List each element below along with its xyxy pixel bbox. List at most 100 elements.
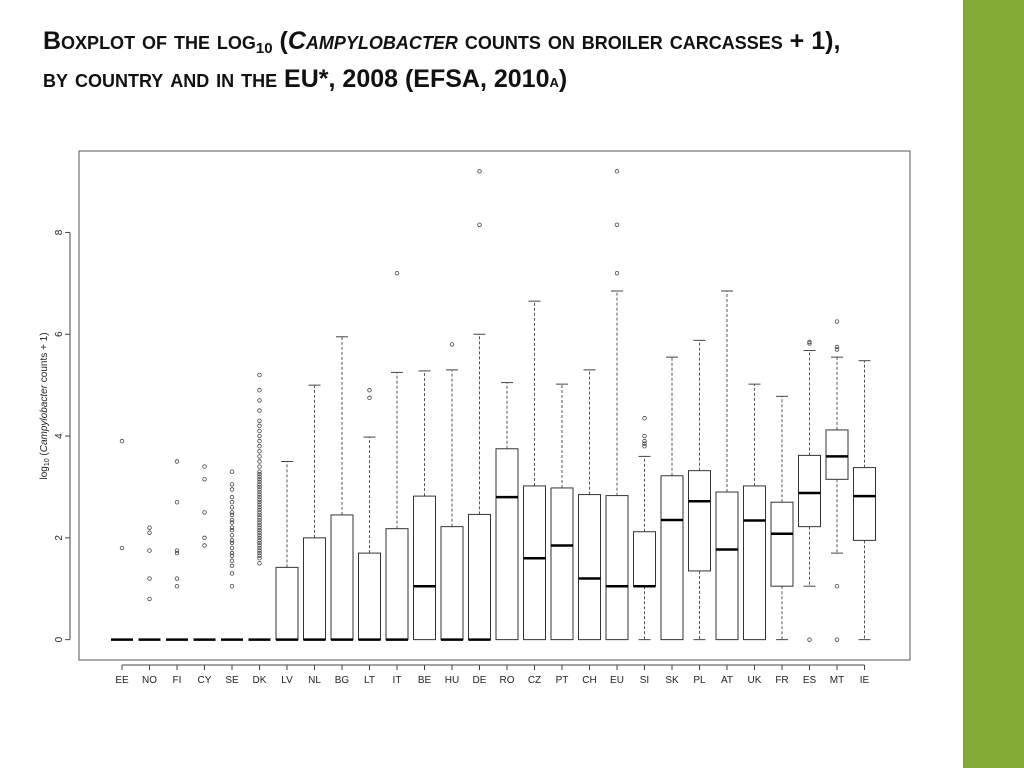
outlier-point <box>807 341 812 346</box>
outlier-point <box>202 477 207 482</box>
x-tick-label: AT <box>721 675 733 686</box>
outlier-point <box>257 408 262 413</box>
outlier-point <box>229 469 235 474</box>
outlier-point <box>229 583 235 589</box>
title-italic-species: Campylobacter <box>287 27 458 55</box>
outlier-point <box>257 433 262 439</box>
outlier-point <box>257 372 262 378</box>
outlier-point <box>449 342 455 347</box>
outlier-point <box>257 517 262 523</box>
outlier-point <box>257 520 262 525</box>
y-axis-label: log10 (Campylobacter counts + 1) <box>39 332 51 479</box>
outlier-point <box>257 538 262 543</box>
x-tick-label: IT <box>393 675 402 686</box>
box-de <box>468 169 491 641</box>
outlier-point <box>642 433 647 439</box>
outlier-point <box>202 535 207 541</box>
outlier-point <box>257 492 262 497</box>
outlier-point <box>807 339 812 345</box>
outlier-point <box>229 528 235 533</box>
box-iqr <box>578 494 601 641</box>
outlier-point <box>229 538 235 543</box>
plot-frame <box>78 150 911 661</box>
title-text-2: ( <box>272 27 288 55</box>
outlier-point <box>257 550 262 556</box>
outlier-point <box>257 556 262 561</box>
outlier-point <box>257 472 262 477</box>
outlier-point <box>229 540 235 546</box>
outlier-point <box>257 484 262 490</box>
x-tick-label: CZ <box>528 675 541 686</box>
outlier-point <box>257 428 262 434</box>
outlier-point <box>257 449 262 454</box>
outlier-point <box>229 487 235 492</box>
box-cz <box>523 300 546 641</box>
outlier-point <box>834 583 840 589</box>
outlier-point <box>257 515 262 520</box>
outlier-point <box>257 528 262 533</box>
x-tick-label: SK <box>665 675 679 686</box>
y-tick-label: 4 <box>54 433 65 439</box>
outlier-point <box>229 500 235 505</box>
box-iqr <box>715 491 739 641</box>
outlier-point <box>257 459 262 464</box>
x-tick-label: SE <box>225 675 239 686</box>
outlier-point <box>229 553 235 558</box>
y-tick-label: 2 <box>54 535 65 541</box>
box-iqr <box>358 552 381 641</box>
outlier-point <box>229 525 235 530</box>
outlier-point <box>229 571 235 576</box>
box-iqr <box>385 528 409 641</box>
outlier-point <box>257 548 262 553</box>
outlier-point <box>257 522 262 528</box>
box-iqr <box>770 501 794 587</box>
outlier-point <box>614 169 620 174</box>
box-lv <box>275 460 299 641</box>
x-tick-label: RO <box>500 675 515 686</box>
outlier-point <box>257 553 262 558</box>
box-iqr <box>413 495 436 641</box>
box-nl <box>303 384 326 641</box>
box-iqr <box>440 526 464 641</box>
outlier-point <box>257 505 262 510</box>
outlier-point <box>257 533 262 538</box>
outlier-point <box>257 512 262 518</box>
accent-sidebar <box>963 0 1024 768</box>
outlier-point <box>229 533 235 538</box>
box-iqr <box>853 467 876 541</box>
x-tick-label: DE <box>473 675 487 686</box>
outlier-point <box>257 510 262 515</box>
outlier-point <box>257 497 262 502</box>
outlier-point <box>257 388 262 393</box>
title-subscript: 10 <box>255 40 273 57</box>
outlier-point <box>229 494 235 500</box>
outlier-point <box>257 545 262 551</box>
x-tick-label: CY <box>198 675 212 686</box>
outlier-point <box>257 469 262 474</box>
box-fi <box>166 459 188 641</box>
outlier-point <box>257 543 262 548</box>
y-tick-label: 0 <box>54 636 65 642</box>
outlier-point <box>147 530 152 535</box>
outlier-point <box>257 398 262 403</box>
outlier-point <box>642 444 647 449</box>
outlier-point <box>229 558 235 563</box>
box-iqr <box>825 429 849 480</box>
outlier-point <box>147 548 152 553</box>
outlier-point <box>119 545 125 551</box>
outlier-point <box>367 388 372 393</box>
y-tick-label: 8 <box>54 229 65 235</box>
box-ro <box>495 382 519 641</box>
outlier-point <box>257 535 262 541</box>
box-cy <box>193 464 216 641</box>
box-es <box>798 339 821 642</box>
x-tick-label: EU <box>610 675 624 686</box>
outlier-point <box>257 500 262 505</box>
outlier-point <box>257 438 262 444</box>
outlier-point <box>229 545 235 551</box>
box-no <box>138 525 161 641</box>
y-tick-label: 6 <box>54 331 65 337</box>
box-hu <box>440 342 464 641</box>
outlier-point <box>257 525 262 530</box>
outlier-point <box>367 395 372 401</box>
